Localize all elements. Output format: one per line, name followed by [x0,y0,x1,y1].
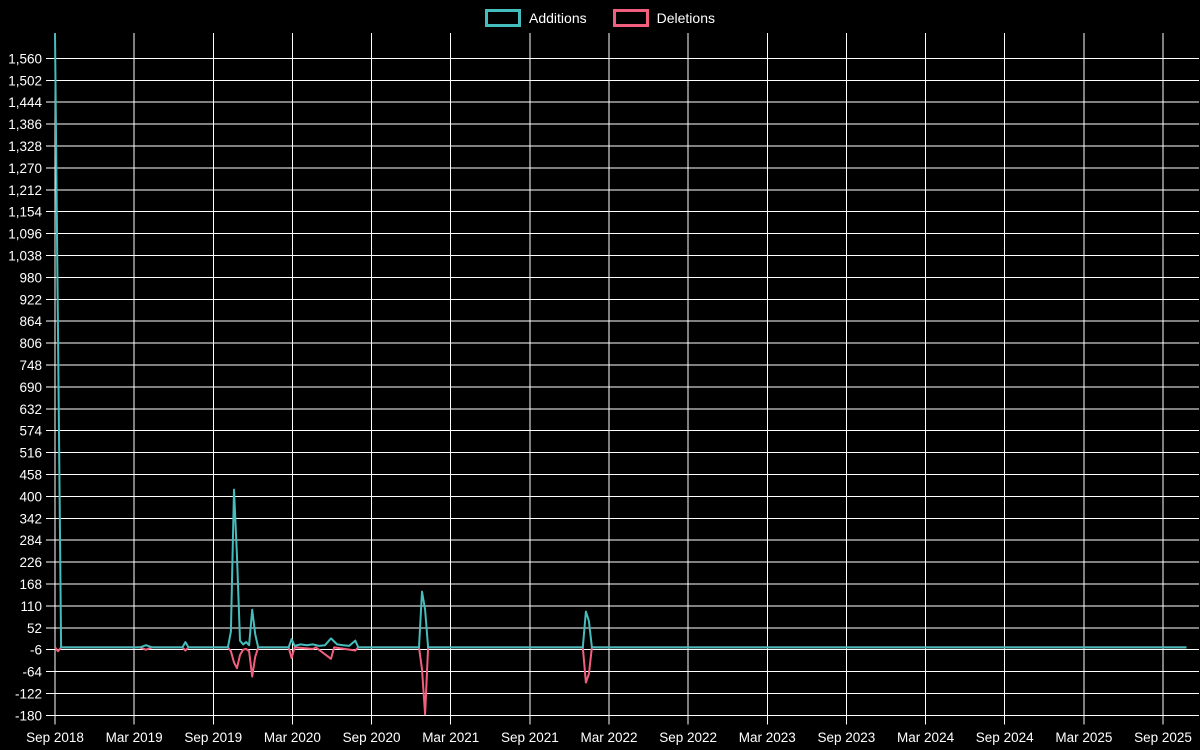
y-tick-label: 400 [19,489,42,504]
y-tick-label: 922 [19,292,42,307]
y-tick-label: -64 [22,665,42,680]
y-tick-label: 1,502 [8,73,42,88]
x-tick-label: Mar 2023 [739,730,796,745]
y-tick-label: 1,038 [8,249,42,264]
y-tick-label: -122 [15,687,42,702]
x-tick-label: Mar 2022 [580,730,637,745]
y-tick-label: 1,212 [8,183,42,198]
x-tick-label: Mar 2025 [1055,730,1112,745]
y-tick-label: 1,328 [8,139,42,154]
x-tick-label: Mar 2024 [897,730,955,745]
deletions-swatch-icon [612,9,649,27]
chart-legend: Additions Deletions [0,6,1200,30]
additions-swatch-icon [485,9,522,27]
y-tick-label: 980 [19,270,42,285]
y-tick-label: -6 [30,643,42,658]
legend-item-deletions[interactable]: Deletions [612,9,715,27]
y-tick-label: 574 [19,424,42,439]
y-tick-label: 864 [19,314,42,329]
deletions-line [54,646,1187,716]
x-tick-label: Mar 2019 [106,730,163,745]
x-tick-label: Sep 2020 [343,730,401,745]
additions-line [54,33,1187,649]
y-tick-label: -180 [15,708,42,723]
x-tick-label: Sep 2021 [501,730,559,745]
y-tick-label: 1,270 [8,161,42,176]
x-tick-label: Sep 2023 [818,730,876,745]
y-tick-label: 110 [20,599,42,614]
y-tick-label: 1,154 [8,205,42,220]
y-tick-label: 516 [19,446,42,461]
y-tick-label: 690 [19,380,42,395]
legend-item-additions[interactable]: Additions [485,9,587,27]
y-tick-label: 1,096 [8,227,42,242]
y-tick-label: 632 [19,402,42,417]
legend-label-additions: Additions [529,10,587,26]
y-tick-label: 806 [19,336,42,351]
x-tick-label: Sep 2024 [976,730,1034,745]
x-tick-label: Mar 2020 [264,730,321,745]
y-tick-label: 226 [19,555,42,570]
y-tick-label: 458 [19,468,42,483]
y-tick-label: 168 [19,577,42,592]
y-tick-label: 1,560 [8,51,42,66]
legend-label-deletions: Deletions [656,10,715,26]
y-tick-label: 52 [27,621,42,636]
x-tick-label: Sep 2022 [659,730,717,745]
x-tick-label: Mar 2021 [422,730,479,745]
y-tick-label: 284 [19,533,42,548]
y-tick-label: 748 [19,358,42,373]
y-tick-label: 1,444 [8,95,42,110]
x-tick-label: Sep 2018 [26,730,84,745]
y-tick-label: 1,386 [8,117,42,132]
x-tick-label: Sep 2019 [184,730,242,745]
y-tick-label: 342 [19,511,42,526]
x-tick-label: Sep 2025 [1134,730,1192,745]
